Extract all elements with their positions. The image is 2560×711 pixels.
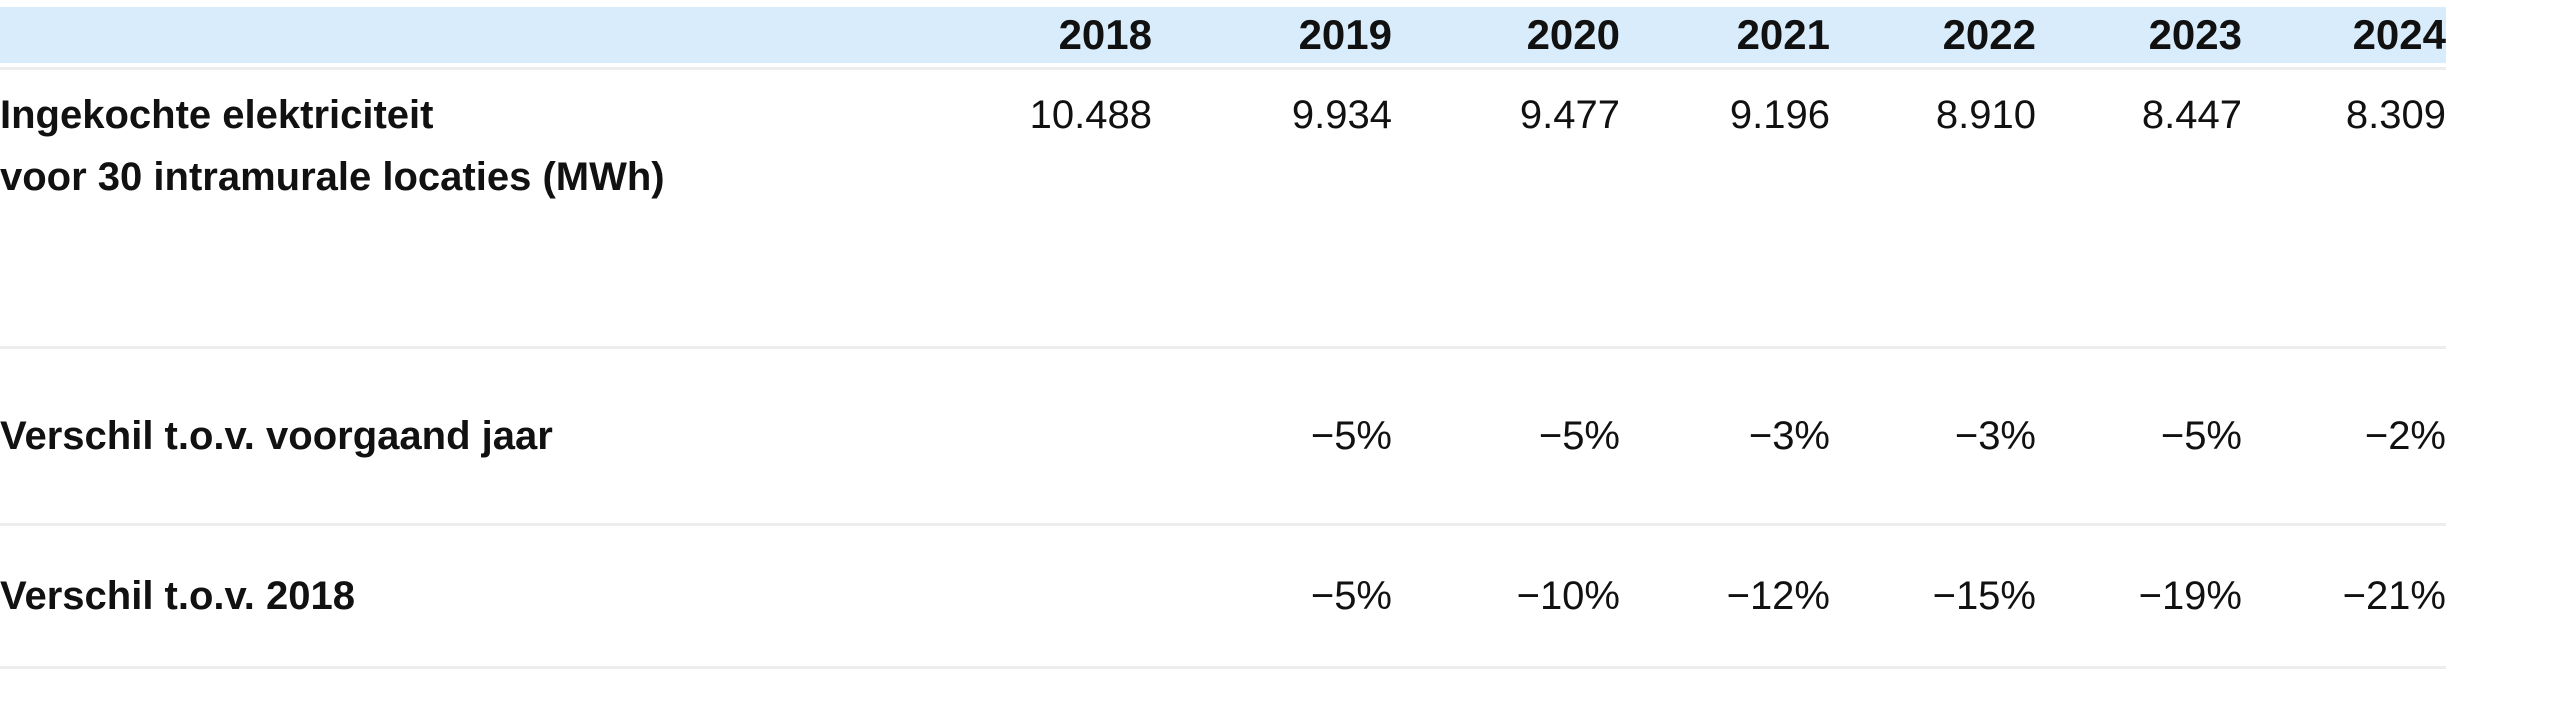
value-cell-2024: −2% [2242, 347, 2446, 526]
value-cell-2018 [960, 524, 1152, 669]
table-row-change-previous-year: Verschil t.o.v. voorgaand jaar −5% −5% −… [0, 347, 2446, 526]
header-year-2022: 2022 [1942, 11, 2036, 58]
row-label-purchased-electricity: Ingekochte elektriciteit voor 30 intramu… [0, 68, 960, 349]
row-label-change-vs-2018: Verschil t.o.v. 2018 [0, 524, 960, 669]
value-cell-2021: 9.196 [1620, 68, 1830, 349]
value-cell-2023: −5% [2036, 347, 2242, 526]
value-cell-2019: −5% [1152, 524, 1392, 669]
electricity-table: 2018 2019 2020 2021 2022 2023 2024 Ingek… [0, 7, 2446, 669]
header-year-2020: 2020 [1526, 11, 1620, 58]
value-cell-2018: 10.488 [960, 68, 1152, 349]
row-label-line-1: Ingekochte elektriciteit [0, 93, 434, 137]
header-divider [0, 63, 2446, 70]
table-row-change-vs-2018: Verschil t.o.v. 2018 −5% −10% −12% −15% … [0, 524, 2446, 669]
row-label-change-previous-year: Verschil t.o.v. voorgaand jaar [0, 347, 960, 526]
electricity-table-container: 2018 2019 2020 2021 2022 2023 2024 Ingek… [0, 7, 2446, 669]
value-cell-2018 [960, 347, 1152, 526]
value-cell-2021: −3% [1620, 347, 1830, 526]
header-year-2024: 2024 [2352, 11, 2446, 58]
value-cell-2020: 9.477 [1392, 68, 1620, 349]
header-label-cell [0, 7, 960, 63]
value-cell-2022: −15% [1830, 524, 2036, 669]
value-cell-2021: −12% [1620, 524, 1830, 669]
table-row-purchased-electricity: Ingekochte elektriciteit voor 30 intramu… [0, 68, 2446, 349]
value-cell-2022: 8.910 [1830, 68, 2036, 349]
value-cell-2023: 8.447 [2036, 68, 2242, 349]
header-year-2023: 2023 [2148, 11, 2242, 58]
table-header-row: 2018 2019 2020 2021 2022 2023 2024 [0, 7, 2446, 63]
header-year-2018: 2018 [1058, 11, 1152, 58]
value-cell-2019: −5% [1152, 347, 1392, 526]
value-cell-2020: −10% [1392, 524, 1620, 669]
value-cell-2019: 9.934 [1152, 68, 1392, 349]
value-cell-2020: −5% [1392, 347, 1620, 526]
header-year-2021: 2021 [1736, 11, 1830, 58]
value-cell-2024: 8.309 [2242, 68, 2446, 349]
value-cell-2024: −21% [2242, 524, 2446, 669]
header-year-2019: 2019 [1298, 11, 1392, 58]
header-divider-row [0, 63, 2446, 70]
value-cell-2023: −19% [2036, 524, 2242, 669]
value-cell-2022: −3% [1830, 347, 2036, 526]
row-label-line-2: voor 30 intramurale locaties (MWh) [0, 155, 665, 199]
